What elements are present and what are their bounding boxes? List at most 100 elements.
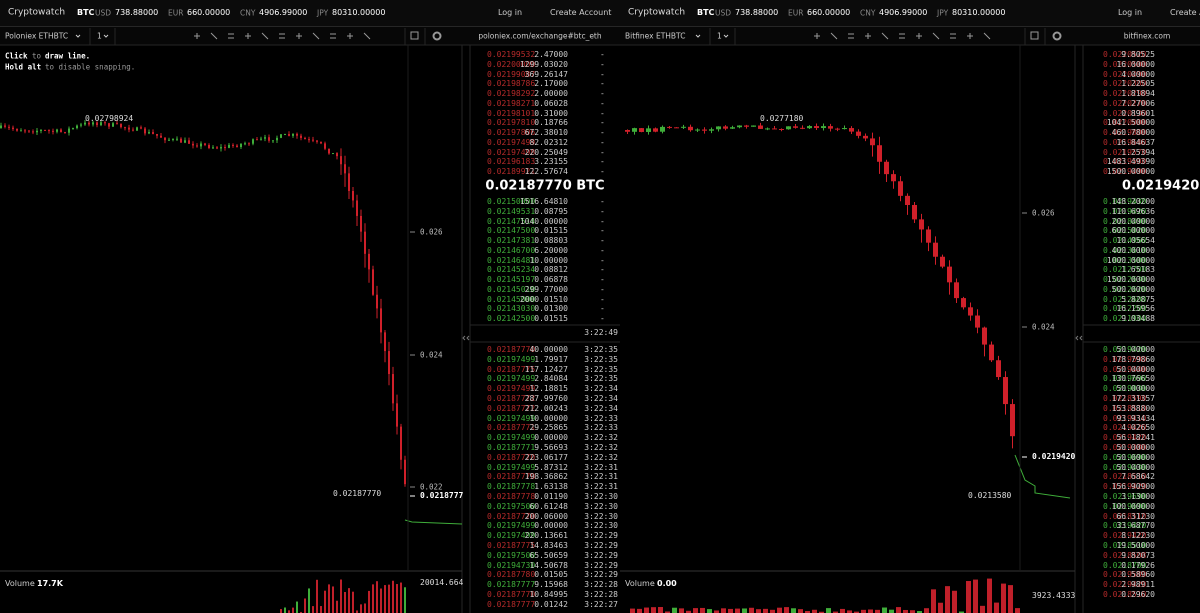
candle-body — [849, 128, 854, 132]
price-step-line — [404, 519, 463, 525]
candle-body — [144, 128, 146, 134]
candle-body — [36, 130, 38, 133]
bid-price: 0.02145000 — [487, 294, 536, 304]
candle-body — [653, 128, 658, 132]
bid-amount: 0.08812 — [534, 265, 568, 275]
volume-bar — [770, 609, 775, 613]
bid-price: 0.02147514 — [487, 216, 536, 226]
signup-button[interactable]: Create Account — [1170, 8, 1200, 17]
login-button[interactable]: Log in — [497, 8, 523, 17]
trade-price: 0.0219690 — [1103, 492, 1147, 501]
collapse-arrows — [1075, 335, 1083, 341]
bid-amount: 1516.64810 — [519, 197, 568, 206]
trade-amount: 40.00000 — [529, 345, 568, 354]
market-selector[interactable]: Bitfinex ETHBTC — [625, 31, 686, 41]
currency: EUR — [788, 8, 804, 18]
ask-price: 0.02197810 — [487, 118, 536, 128]
bid-amount: 6.20000 — [534, 245, 568, 255]
volume-bar — [777, 607, 782, 613]
bid-amount: 200.00000 — [1111, 216, 1155, 226]
volume-bar — [1015, 608, 1020, 613]
trade-amount: 3.13000 — [1121, 492, 1155, 501]
price: 4906.99000 — [879, 8, 928, 17]
candle-body — [807, 126, 812, 129]
candle-body — [737, 125, 742, 128]
ask-amount: 3.23155 — [534, 157, 568, 167]
trade-amount: 9.82073 — [1121, 550, 1155, 560]
candle-body — [152, 132, 154, 134]
ask-price: 0.02198101 — [487, 108, 536, 118]
candle-body — [667, 126, 672, 128]
trade-amount: 14.50678 — [529, 560, 568, 570]
interval-selector[interactable]: 1 — [717, 31, 722, 41]
trades-header: 3:22:49 — [584, 328, 618, 337]
trade-price: 0.02187775 — [487, 541, 536, 550]
candle-body — [272, 140, 274, 142]
trade-time: 3:22:30 — [584, 492, 618, 501]
volume-bar — [854, 611, 859, 613]
volume-axis-label: 3923.4333 — [1032, 591, 1076, 600]
brand: Cryptowatch — [8, 7, 66, 18]
trade-price: 0.0219420 — [1103, 521, 1147, 531]
ask-count: - — [600, 147, 605, 157]
candle-body — [877, 145, 882, 162]
trade-price: 0.0218700 — [1103, 560, 1147, 570]
exchange-link[interactable]: bitfinex.com — [1123, 31, 1171, 41]
trade-price: 0.0219380 — [1103, 443, 1147, 452]
candle-body — [905, 195, 910, 205]
candle-body — [356, 200, 358, 216]
volume-bar — [693, 608, 698, 613]
tool-icon — [245, 33, 251, 39]
volume-bar — [791, 608, 796, 613]
candle-body — [48, 130, 50, 132]
tool-icon — [916, 33, 922, 39]
chevron — [723, 34, 729, 38]
candle-body — [4, 125, 6, 127]
trade-amount: 117.12427 — [524, 364, 568, 374]
trade-price: 0.02187778 — [487, 482, 536, 492]
signup-button[interactable]: Create Account — [550, 8, 612, 17]
bid-price: 0.0212630 — [1103, 275, 1147, 284]
candle-body — [276, 137, 278, 141]
market-selector[interactable]: Poloniex ETHBTC — [5, 31, 69, 41]
trade-price: 0.0218510 — [1103, 541, 1147, 550]
login-button[interactable]: Log in — [1117, 8, 1143, 17]
trade-time: 3:22:28 — [584, 590, 618, 599]
volume-bar — [840, 608, 845, 613]
candle-body — [1003, 377, 1008, 405]
candle-body — [164, 137, 166, 141]
bid-price: 0.02145234 — [487, 265, 536, 275]
exchange-link[interactable]: poloniex.com/exchange#btc_eth — [478, 31, 602, 41]
volume-bar — [388, 584, 390, 613]
tool-icon — [330, 33, 336, 39]
interval-selector[interactable]: 1 — [97, 31, 102, 41]
candle-body — [284, 134, 286, 136]
bid-price: 0.02147381 — [487, 236, 536, 245]
volume-bar — [868, 609, 873, 613]
trade-price: 0.0219420 — [1103, 423, 1147, 433]
trade-price: 0.02187770 — [487, 345, 536, 354]
candle-body — [112, 123, 114, 127]
candle-body — [136, 127, 138, 131]
volume-bar — [931, 589, 936, 613]
trade-amount: 100.00000 — [1111, 501, 1155, 511]
trade-amount: 19.50000 — [1116, 541, 1155, 550]
ask-price: 0.02198271 — [487, 98, 536, 108]
trade-amount: 287.99760 — [524, 394, 568, 403]
ask-price: 0.0220270 — [1103, 98, 1147, 108]
volume-bar — [630, 608, 635, 613]
candle-body — [0, 125, 2, 128]
candle-body — [72, 128, 74, 130]
candle-body — [124, 127, 126, 129]
trade-time: 3:22:33 — [584, 423, 618, 433]
volume-bar — [784, 607, 789, 613]
trade-price: 0.0219420 — [1103, 433, 1147, 443]
trade-price: 0.0219590 — [1103, 354, 1147, 364]
trade-time: 3:22:31 — [584, 462, 618, 472]
bid-amount: 10.05654 — [1116, 236, 1155, 245]
bid-amount: 10.00000 — [529, 255, 568, 265]
trade-price: 0.02197500 — [487, 550, 536, 560]
candle-body — [252, 139, 254, 144]
candle-body — [968, 307, 973, 316]
volume-bar — [308, 588, 310, 613]
